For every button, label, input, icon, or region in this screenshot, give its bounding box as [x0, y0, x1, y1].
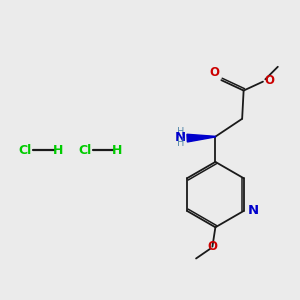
Text: H: H: [177, 139, 185, 148]
Text: N: N: [175, 131, 186, 144]
Text: N: N: [247, 204, 258, 218]
Text: Cl: Cl: [78, 143, 91, 157]
Text: O: O: [210, 66, 220, 79]
Text: H: H: [53, 143, 63, 157]
Text: O: O: [264, 74, 274, 87]
Text: Cl: Cl: [19, 143, 32, 157]
Text: H: H: [112, 143, 122, 157]
Polygon shape: [187, 134, 215, 142]
Text: H: H: [177, 127, 185, 137]
Text: O: O: [207, 240, 218, 253]
